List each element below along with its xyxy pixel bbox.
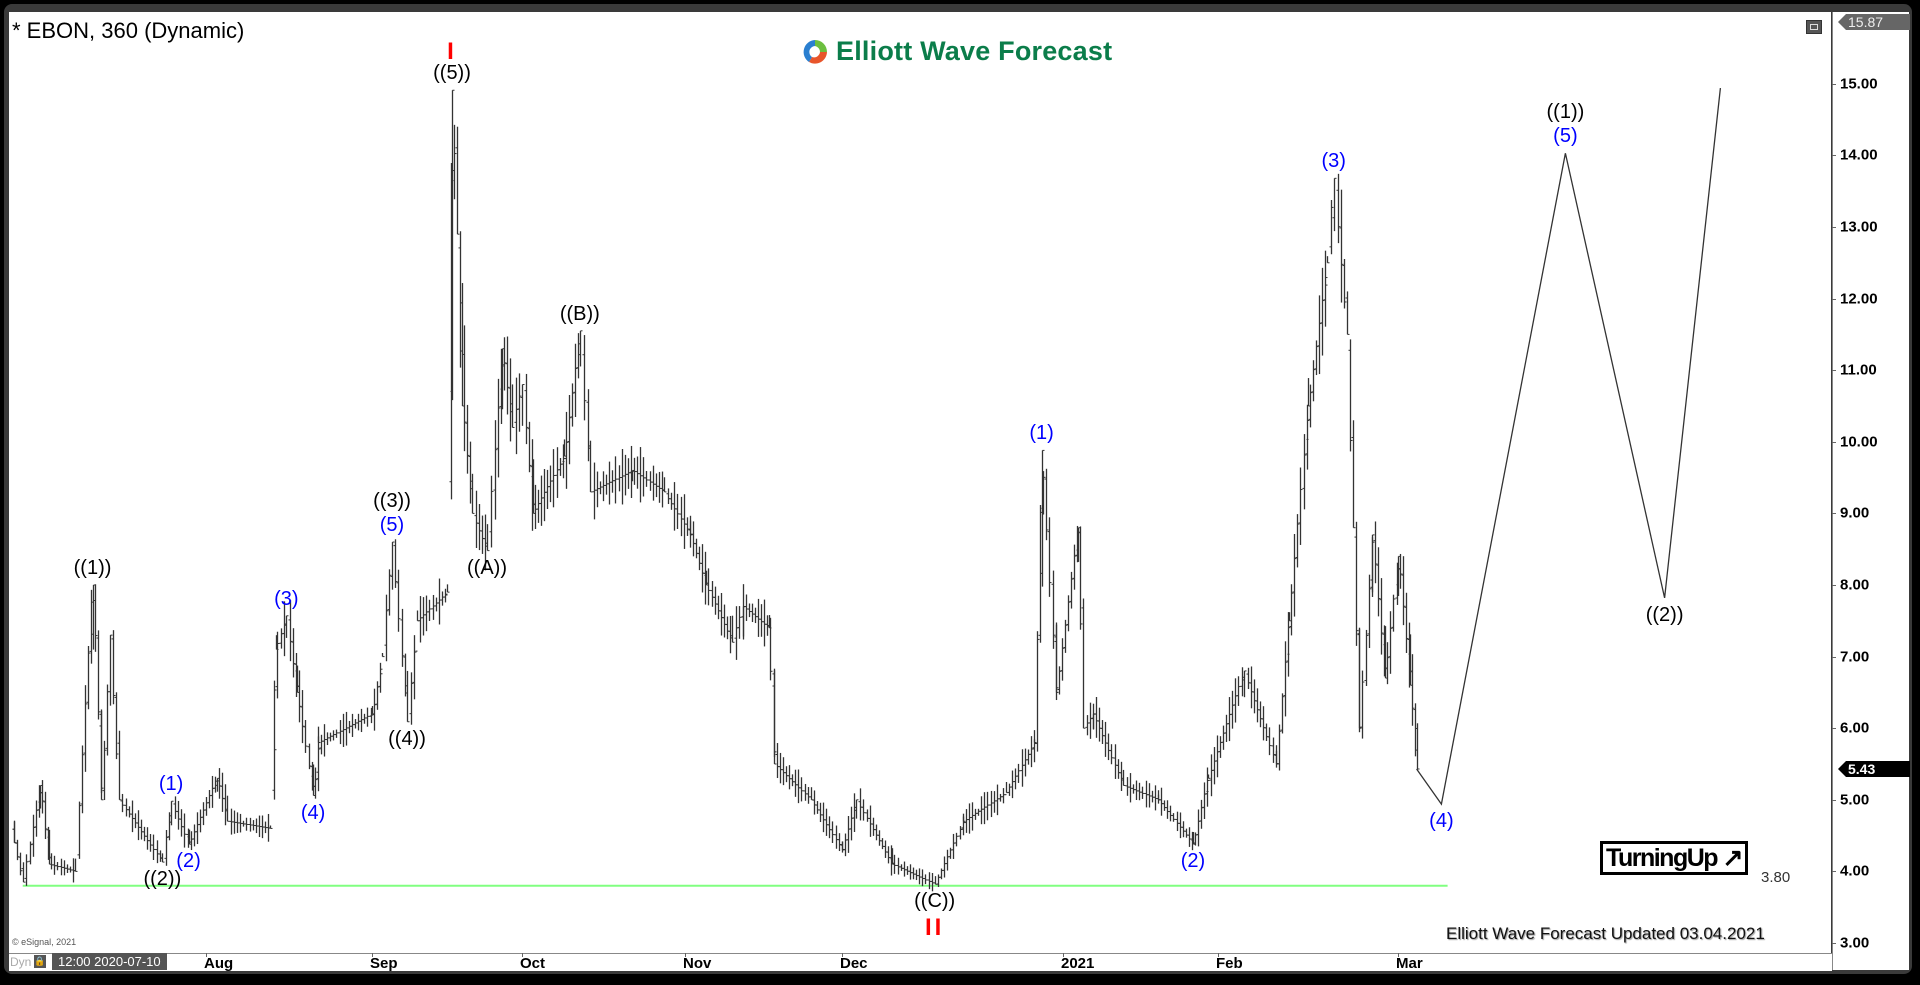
x-tick-mark [1398, 953, 1399, 957]
y-tick-mark [1832, 370, 1836, 372]
chart-title: * EBON, 360 (Dynamic) [12, 18, 245, 43]
wave-label: ((5)) [433, 62, 471, 85]
y-tick-mark [1832, 871, 1836, 873]
y-tick-mark [1832, 943, 1836, 944]
y-tick-mark [1832, 441, 1836, 443]
x-tick-mark [522, 953, 523, 957]
wave-label: (1) [158, 773, 184, 796]
wave-label: ((4)) [388, 727, 426, 750]
wave-label: ((1)) [73, 557, 112, 579]
y-tick-label: 12.00 [1840, 290, 1878, 308]
turning-up-badge: TurningUp ↗ [1600, 841, 1748, 875]
x-tick-mark [1218, 953, 1219, 957]
y-tick-mark [1832, 155, 1836, 157]
y-tick-mark [1832, 656, 1836, 658]
time-axis[interactable] [9, 953, 1832, 971]
y-tick-label: 13.00 [1840, 218, 1878, 236]
x-tick-label: Mar [1396, 955, 1423, 972]
x-tick-label: Nov [683, 955, 712, 972]
y-tick-label: 10.00 [1840, 433, 1878, 451]
lock-icon[interactable]: 🔒 [34, 955, 46, 968]
y-tick-label: 4.00 [1840, 862, 1870, 880]
wave-label: (3) [1321, 150, 1346, 173]
wave-label: ((3)) [373, 490, 411, 513]
wave-label: ((B)) [559, 302, 600, 325]
y-tick-label: 5.00 [1840, 791, 1870, 809]
wave-label: (4) [1429, 810, 1454, 833]
wave-label: ((A)) [467, 556, 507, 579]
y-tick-mark [1832, 298, 1836, 300]
wave-label: ((C)) [914, 890, 956, 913]
wave-label: (2) [176, 850, 201, 873]
y-tick-mark [1832, 83, 1836, 85]
wave-label: (5) [1553, 125, 1578, 148]
x-tick-label: Dec [840, 955, 868, 972]
top-price-tag: 15.87 [1838, 14, 1910, 30]
cursor-datetime: 12:00 2020-07-10 [52, 953, 167, 970]
chart-panel[interactable] [9, 12, 1831, 953]
wave-label: (1) [1029, 422, 1054, 445]
y-tick-label: 9.00 [1840, 504, 1870, 522]
x-tick-mark [842, 953, 843, 957]
x-tick-mark [372, 953, 373, 957]
y-tick-mark [1832, 799, 1836, 801]
x-tick-mark [206, 953, 207, 957]
y-tick-label: 11.00 [1840, 361, 1877, 379]
y-tick-label: 7.00 [1840, 648, 1870, 666]
price-axis[interactable] [1832, 12, 1909, 970]
y-tick-mark [1832, 513, 1836, 515]
wave-label: I [447, 38, 457, 66]
last-price-tag: 5.43 [1838, 761, 1910, 777]
x-tick-label: Sep [370, 955, 398, 972]
y-tick-label: 6.00 [1840, 719, 1870, 737]
x-tick-label: 2021 [1061, 955, 1095, 972]
wave-label: (3) [274, 587, 299, 610]
elliott-wave-logo-icon [803, 39, 827, 64]
y-tick-mark [1832, 728, 1836, 730]
y-tick-label: 14.00 [1840, 146, 1878, 164]
copyright-text: © eSignal, 2021 [12, 937, 77, 947]
y-tick-label: 3.00 [1840, 934, 1870, 952]
dynamic-toggle[interactable]: Dyn [10, 955, 32, 969]
wave-label: ((2)) [143, 868, 182, 891]
updated-text: Elliott Wave Forecast Updated 03.04.2021 [1446, 924, 1765, 943]
wave-label: ((2)) [1645, 603, 1684, 626]
y-tick-mark [1832, 227, 1836, 228]
wave-label: (4) [300, 801, 326, 824]
support-level-label: 3.80 [1761, 869, 1791, 886]
restore-window-icon[interactable] [1806, 20, 1822, 34]
x-tick-label: Aug [204, 955, 234, 972]
logo: Elliott Wave Forecast [800, 36, 1112, 67]
x-tick-label: Feb [1216, 955, 1243, 972]
wave-label: ((1)) [1546, 101, 1585, 124]
wave-label: (2) [1180, 850, 1206, 873]
x-tick-mark [685, 953, 686, 957]
wave-label: (5) [379, 514, 405, 537]
x-tick-mark [1063, 953, 1064, 957]
forecast-path [1416, 88, 1722, 806]
wave-label: II [925, 914, 945, 942]
y-tick-label: 8.00 [1840, 576, 1870, 594]
y-tick-label: 15.00 [1840, 75, 1878, 93]
y-tick-mark [1832, 585, 1836, 586]
logo-text: Elliott Wave Forecast [836, 36, 1113, 66]
x-tick-label: Oct [520, 955, 546, 972]
